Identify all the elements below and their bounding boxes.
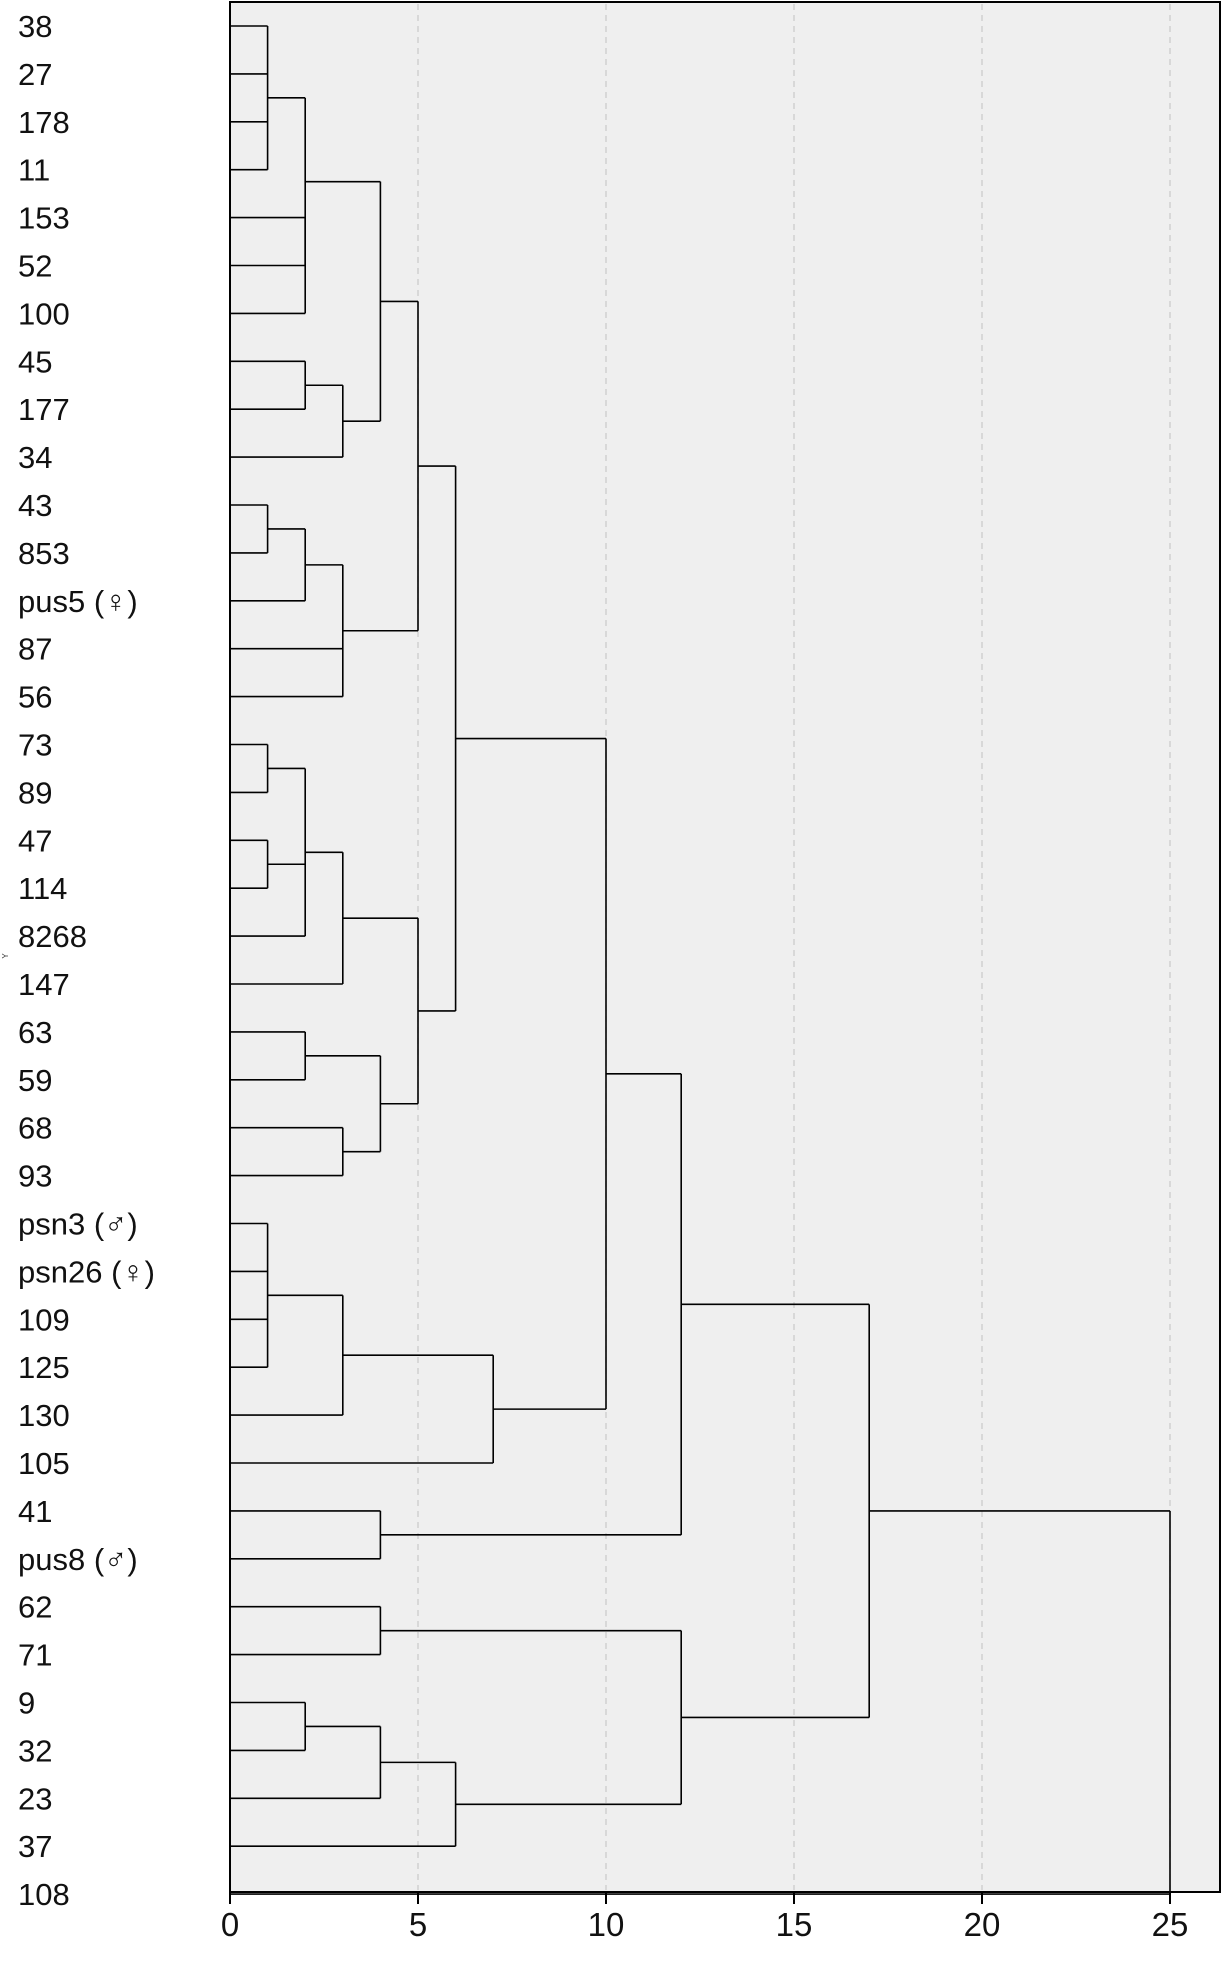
- leaf-label: 62: [18, 1590, 52, 1625]
- leaf-label: 105: [18, 1446, 70, 1481]
- leaf-label: 41: [18, 1494, 52, 1529]
- leaf-label: 59: [18, 1063, 52, 1098]
- leaf-label: 853: [18, 536, 70, 571]
- leaf-label: 38: [18, 9, 52, 44]
- leaf-label: 100: [18, 296, 70, 331]
- leaf-label: 177: [18, 392, 70, 427]
- leaf-label: 23: [18, 1781, 52, 1816]
- y-axis-label: Y: [1, 953, 10, 959]
- leaf-label: 130: [18, 1398, 70, 1433]
- leaf-label: 153: [18, 201, 70, 236]
- leaf-label: 147: [18, 967, 70, 1002]
- x-tick-label: 15: [776, 1906, 813, 1943]
- x-tick-label: 0: [221, 1906, 239, 1943]
- leaf-label: 89: [18, 775, 52, 810]
- leaf-label: 47: [18, 823, 52, 858]
- leaf-label: 8268: [18, 919, 87, 954]
- leaf-label: psn3 (♂): [18, 1207, 138, 1242]
- leaf-label: 109: [18, 1302, 70, 1337]
- leaf-label: 27: [18, 57, 52, 92]
- leaf-label: 34: [18, 440, 52, 475]
- leaf-labels: 38 27 178 11 153 52 100 45 177 34 43 853 pus5 (♀) 87 5…: [18, 9, 155, 1912]
- x-axis: 0 5 10 15 20 25: [221, 1891, 1220, 1943]
- leaf-label: psn26 (♀): [18, 1254, 155, 1289]
- leaf-label: 87: [18, 632, 52, 667]
- leaf-label: 68: [18, 1111, 52, 1146]
- leaf-label: 9: [18, 1686, 35, 1721]
- leaf-label: 32: [18, 1733, 52, 1768]
- leaf-label: 56: [18, 680, 52, 715]
- x-tick-label: 20: [964, 1906, 1001, 1943]
- leaf-label: 52: [18, 249, 52, 284]
- dendrogram-links: [230, 25, 1171, 1895]
- x-tick-label: 25: [1152, 1906, 1189, 1943]
- leaf-label: pus8 (♂): [18, 1542, 138, 1577]
- leaf-label: pus5 (♀): [18, 584, 138, 619]
- leaf-label: 93: [18, 1159, 52, 1194]
- leaf-label: 63: [18, 1015, 52, 1050]
- leaf-label: 43: [18, 488, 52, 523]
- x-tick-label: 10: [588, 1906, 625, 1943]
- x-tick-label: 5: [409, 1906, 427, 1943]
- leaf-label: 108: [18, 1877, 70, 1912]
- leaf-label: 178: [18, 105, 70, 140]
- leaf-label: 114: [18, 871, 67, 906]
- leaf-label: 37: [18, 1829, 52, 1864]
- leaf-label: 73: [18, 728, 52, 763]
- leaf-label: 125: [18, 1350, 70, 1385]
- plot-background: [229, 1, 1221, 1893]
- leaf-label: 71: [18, 1638, 52, 1673]
- leaf-label: 11: [18, 153, 50, 188]
- leaf-label: 45: [18, 344, 52, 379]
